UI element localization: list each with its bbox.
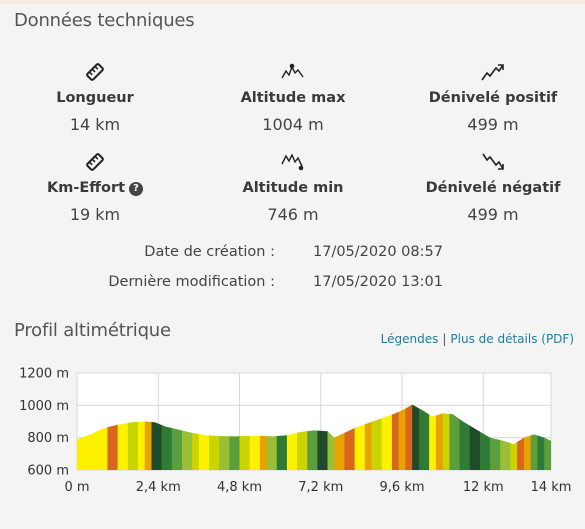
slope-segment [229, 404, 241, 470]
slope-segment [364, 404, 373, 470]
slope-segment [286, 404, 298, 470]
slope-segment [429, 404, 437, 470]
x-tick-label: 7,2 km [298, 480, 343, 495]
stat-label: Altitude max [240, 90, 346, 106]
creation-date-value: 17/05/2020 08:57 [313, 244, 443, 260]
slope-segment [317, 404, 329, 470]
slope-segment [435, 404, 444, 470]
stat-value: 1004 m [262, 115, 324, 134]
link-separator: | [442, 332, 447, 346]
slope-segment [161, 404, 173, 470]
x-tick-label: 9,6 km [380, 480, 425, 495]
top-accent-bar [0, 0, 585, 4]
modified-date-label: Dernière modification : [108, 274, 275, 290]
stat-label: Dénivelé négatif [425, 180, 561, 196]
slope-segment [530, 404, 538, 470]
slope-segment [334, 404, 345, 470]
x-tick-label: 0 m [64, 480, 89, 495]
slope-segment [297, 404, 308, 470]
slope-segment [391, 404, 400, 470]
slope-segment [137, 404, 146, 470]
slope-segment [107, 404, 119, 470]
ruler-icon [0, 152, 190, 174]
stat-length: Longueur 14 km [0, 62, 190, 134]
slope-segment [259, 404, 268, 470]
slope-segment [523, 404, 532, 470]
slope-segment [381, 404, 393, 470]
slope-segment [459, 404, 471, 470]
slope-segment [266, 404, 278, 470]
y-tick-label: 1000 m [19, 399, 69, 414]
section-title-profile: Profil altimétrique [14, 320, 171, 341]
stat-label: Longueur [56, 90, 134, 106]
y-tick-label: 600 m [27, 464, 69, 479]
stat-label: Dénivelé positif [428, 90, 558, 106]
stat-km-effort: Km-Effort? 19 km [0, 152, 190, 224]
pdf-details-link[interactable]: Plus de détails (PDF) [450, 332, 574, 346]
slope-segment [327, 404, 335, 470]
creation-date-label: Date de création : [144, 244, 275, 260]
legend-link[interactable]: Légendes [380, 332, 439, 346]
slope-segment [219, 404, 230, 470]
slope-segment [412, 404, 420, 470]
stat-label: Altitude min [242, 180, 344, 196]
stat-elevation-loss: Dénivelé négatif 499 m [398, 152, 585, 224]
slope-segment [198, 404, 210, 470]
x-tick-label: 14 km [531, 480, 572, 495]
section-title-technical: Données techniques [14, 10, 195, 31]
stat-value: 19 km [69, 205, 121, 224]
slope-segment [449, 404, 461, 470]
slope-segment [151, 404, 163, 470]
y-tick-label: 1200 m [19, 367, 69, 382]
elevation-profile-chart: 600 m 800 m 1000 m 1200 m 0 m 2,4 km 4,8 km 7,2… [19, 367, 572, 496]
slope-segment [127, 404, 139, 470]
slope-segment [209, 404, 220, 470]
slope-segment [469, 404, 481, 470]
x-tick-label: 4,8 km [217, 480, 262, 495]
altitude-max-icon [198, 62, 388, 84]
stat-label-text: Km-Effort [46, 180, 126, 196]
help-icon[interactable]: ? [129, 182, 144, 196]
ruler-icon [0, 62, 190, 84]
slope-segment [354, 404, 366, 470]
slope-segment [276, 404, 288, 470]
slope-segment [398, 404, 406, 470]
stat-value: 14 km [69, 115, 121, 134]
x-tick-label: 12 km [463, 480, 504, 495]
slope-segment [418, 404, 430, 470]
slope-segment [479, 404, 491, 470]
slope-segment [192, 404, 200, 470]
stat-value: 499 m [467, 115, 519, 134]
slope-segment [117, 404, 129, 470]
slope-segment [344, 404, 356, 470]
slope-segment [442, 404, 450, 470]
profile-links: Légendes | Plus de détails (PDF) [381, 332, 574, 346]
slope-segment [371, 404, 383, 470]
slope-segment [537, 404, 545, 470]
elevation-gain-icon [398, 62, 585, 84]
slope-segment [249, 404, 261, 470]
slope-segment [181, 404, 193, 470]
stat-value: 746 m [267, 205, 319, 224]
modified-date-value: 17/05/2020 13:01 [313, 274, 443, 290]
stat-altitude-min: Altitude min 746 m [198, 152, 388, 224]
stat-label: Km-Effort? [0, 180, 190, 196]
slope-segment [144, 404, 152, 470]
elevation-loss-icon [398, 152, 585, 174]
stat-elevation-gain: Dénivelé positif 499 m [398, 62, 585, 134]
slope-segment [239, 404, 251, 470]
slope-segment [171, 404, 183, 470]
stat-value: 499 m [467, 205, 519, 224]
x-tick-label: 2,4 km [136, 480, 181, 495]
slope-segment [405, 404, 413, 470]
altitude-min-icon [198, 152, 388, 174]
y-tick-label: 800 m [27, 431, 69, 446]
slope-segment [307, 404, 318, 470]
stat-altitude-max: Altitude max 1004 m [198, 62, 388, 134]
